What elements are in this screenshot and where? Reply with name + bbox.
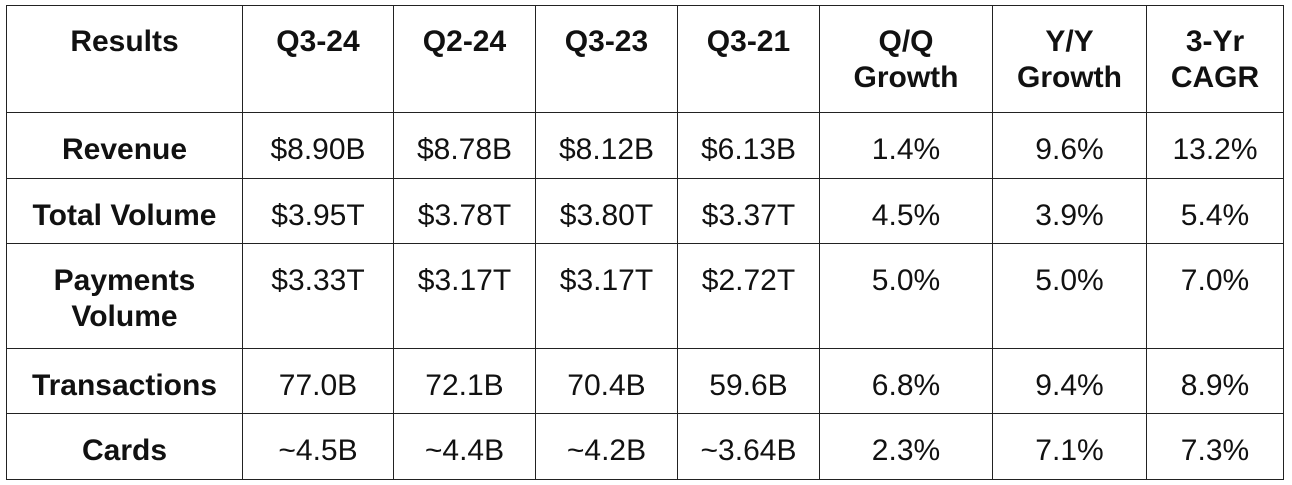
table-row-total-volume: Total Volume $3.95T $3.78T $3.80T $3.37T… [6,178,1284,244]
table-cell: 72.1B [393,348,536,414]
row-label-text: Cards [81,434,168,467]
table-cell: $3.33T [242,243,394,349]
table-header-row: Results Q3-24 Q2-24 Q3-23 Q3-21 Q/Q Grow… [6,5,1284,113]
row-label: Cards [6,413,243,480]
table-cell: $3.37T [677,178,820,244]
table-cell: ~3.64B [677,413,820,480]
table-row-cards: Cards ~4.5B ~4.4B ~4.2B ~3.64B 2.3% 7.1%… [6,413,1284,480]
header-text: Q3-24 [276,25,360,58]
header-text: Q2-24 [422,25,507,58]
row-label: Payments Volume [6,243,243,349]
table-cell: ~4.4B [393,413,536,480]
table-cell: $3.17T [535,243,678,349]
table-cell: ~4.2B [535,413,678,480]
header-yy-growth: Y/Y Growth [992,5,1147,113]
table-cell: 7.1% [992,413,1147,480]
table-cell: $3.17T [393,243,536,349]
table-cell: 70.4B [535,348,678,414]
table-cell: 5.0% [992,243,1147,349]
row-label-text: Revenue [61,133,188,166]
header-3yr-cagr: 3-Yr CAGR [1146,5,1284,113]
row-label: Total Volume [6,178,243,244]
table-cell: $3.80T [535,178,678,244]
header-q2-24: Q2-24 [393,5,536,113]
header-text: Y/Y [1045,25,1094,58]
header-q3-24: Q3-24 [242,5,394,113]
table-cell: 3.9% [992,178,1147,244]
row-label: Transactions [6,348,243,414]
header-text: Q3-23 [564,25,649,58]
results-table: Results Q3-24 Q2-24 Q3-23 Q3-21 Q/Q Grow… [6,5,1284,480]
row-label-text: Total Volume [32,199,217,232]
header-text: Q/Q [878,25,934,58]
table-cell: 77.0B [242,348,394,414]
results-table-container: Results Q3-24 Q2-24 Q3-23 Q3-21 Q/Q Grow… [6,5,1284,480]
table-cell: $8.12B [535,112,678,179]
table-cell: 4.5% [819,178,993,244]
header-text: CAGR [1170,61,1260,94]
table-cell: 8.9% [1146,348,1284,414]
table-row-revenue: Revenue $8.90B $8.78B $8.12B $6.13B 1.4%… [6,112,1284,179]
row-label-text: Volume [71,300,178,333]
table-cell: $3.78T [393,178,536,244]
table-cell: 9.6% [992,112,1147,179]
table-cell: 7.3% [1146,413,1284,480]
header-text: Q3-21 [706,25,791,58]
header-text: Growth [853,61,959,94]
table-cell: 5.0% [819,243,993,349]
header-q3-21: Q3-21 [677,5,820,113]
header-qq-growth: Q/Q Growth [819,5,993,113]
table-cell: 6.8% [819,348,993,414]
table-cell: 13.2% [1146,112,1284,179]
row-label: Revenue [6,112,243,179]
header-q3-23: Q3-23 [535,5,678,113]
table-cell: ~4.5B [242,413,394,480]
header-text: 3-Yr [1185,25,1245,58]
table-cell: 59.6B [677,348,820,414]
header-text: Growth [1017,61,1122,94]
row-label-text: Payments [53,264,196,297]
table-row-transactions: Transactions 77.0B 72.1B 70.4B 59.6B 6.8… [6,348,1284,414]
table-cell: $8.90B [242,112,394,179]
table-cell: $8.78B [393,112,536,179]
table-cell: 5.4% [1146,178,1284,244]
row-label-text: Transactions [31,369,218,402]
table-row-payments-volume: Payments Volume $3.33T $3.17T $3.17T $2.… [6,243,1284,349]
header-results: Results [6,5,243,113]
table-cell: $2.72T [677,243,820,349]
table-cell: 7.0% [1146,243,1284,349]
table-cell: 2.3% [819,413,993,480]
table-cell: $3.95T [242,178,394,244]
table-cell: 1.4% [819,112,993,179]
header-text: Results [70,25,179,58]
table-cell: $6.13B [677,112,820,179]
table-cell: 9.4% [992,348,1147,414]
